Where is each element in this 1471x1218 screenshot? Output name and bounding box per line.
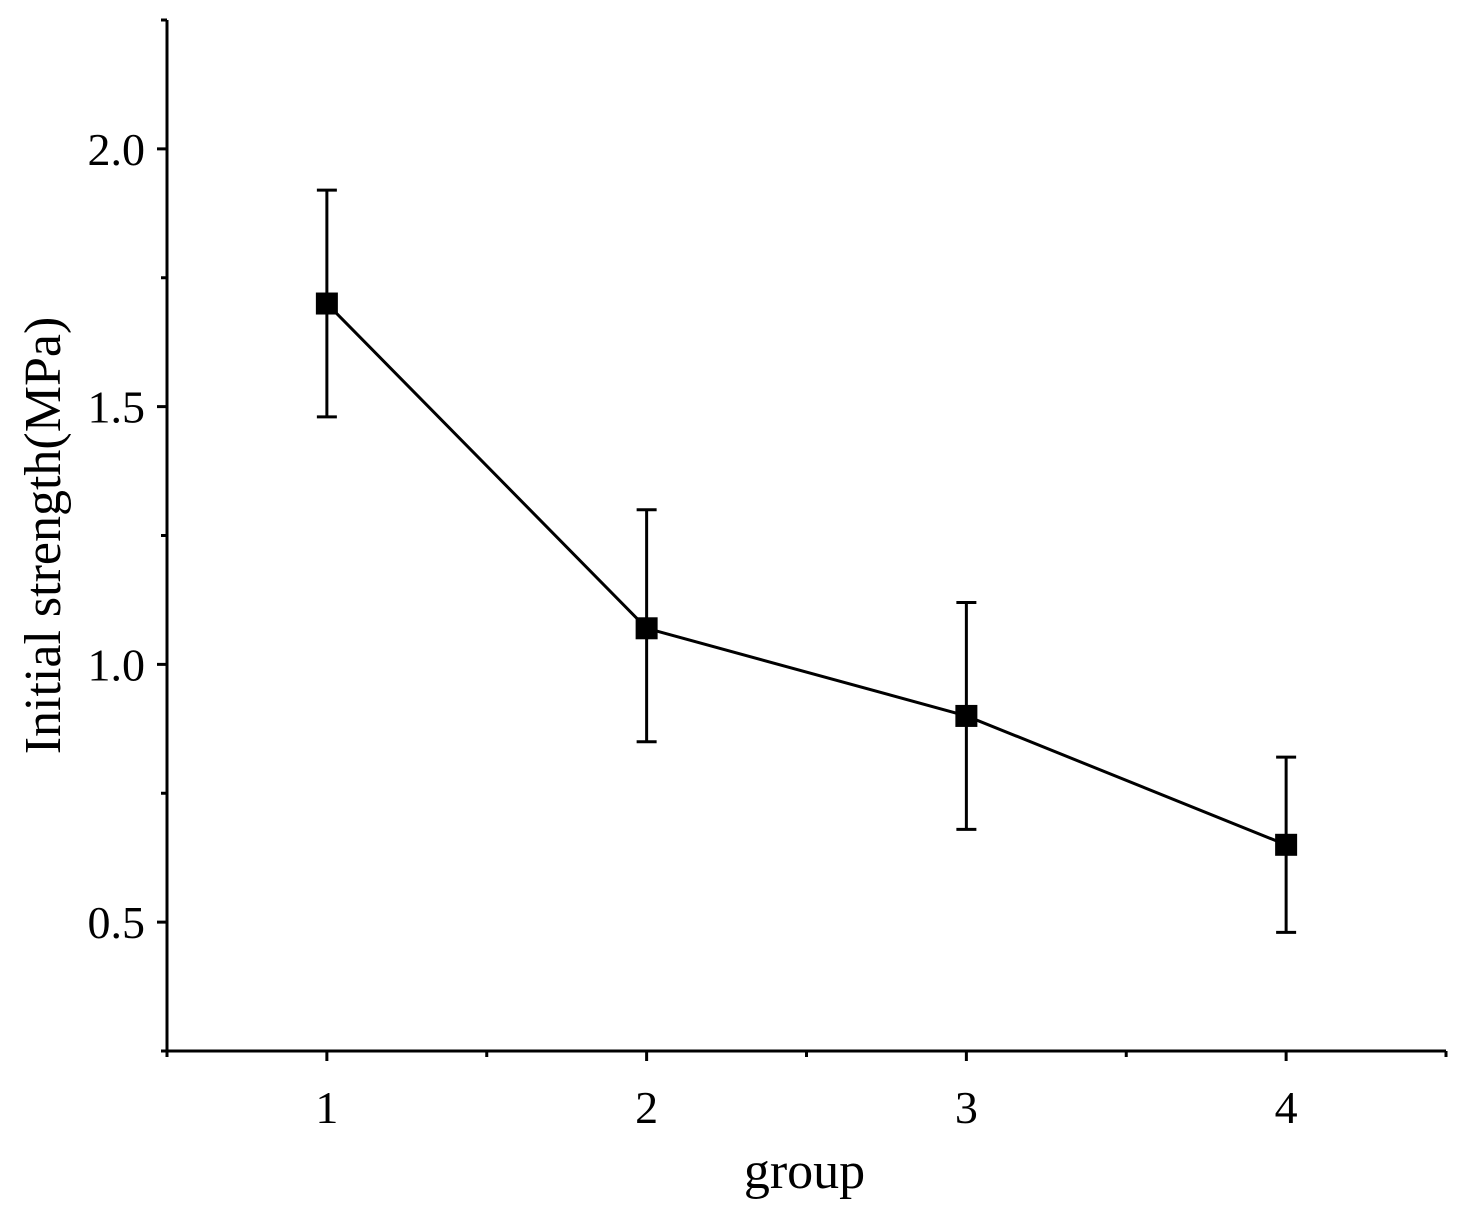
- data-point: [955, 704, 978, 727]
- y-tick-label: 0.5: [88, 897, 146, 948]
- x-tick-label: 3: [955, 1082, 978, 1133]
- axes: [165, 20, 1446, 1053]
- y-tick-label: 1.0: [88, 639, 146, 690]
- y-tick-label: 2.0: [88, 124, 146, 175]
- x-tick-label: 2: [635, 1082, 658, 1133]
- x-tick-label: 1: [315, 1082, 338, 1133]
- y-tick-label: 1.5: [88, 382, 146, 433]
- ticks: [157, 18, 1448, 1061]
- data-point: [315, 292, 338, 315]
- x-axis-title: group: [744, 1143, 865, 1200]
- y-axis-title: Initial strength(MPa): [15, 317, 72, 755]
- x-tick-label: 4: [1275, 1082, 1298, 1133]
- series-line: [325, 302, 1287, 847]
- series: [315, 188, 1298, 934]
- data-point: [635, 617, 658, 640]
- data-point: [1275, 833, 1298, 856]
- tick-labels: 0.5 1.0 1.5 2.0 1 2 3 4: [88, 124, 1298, 1133]
